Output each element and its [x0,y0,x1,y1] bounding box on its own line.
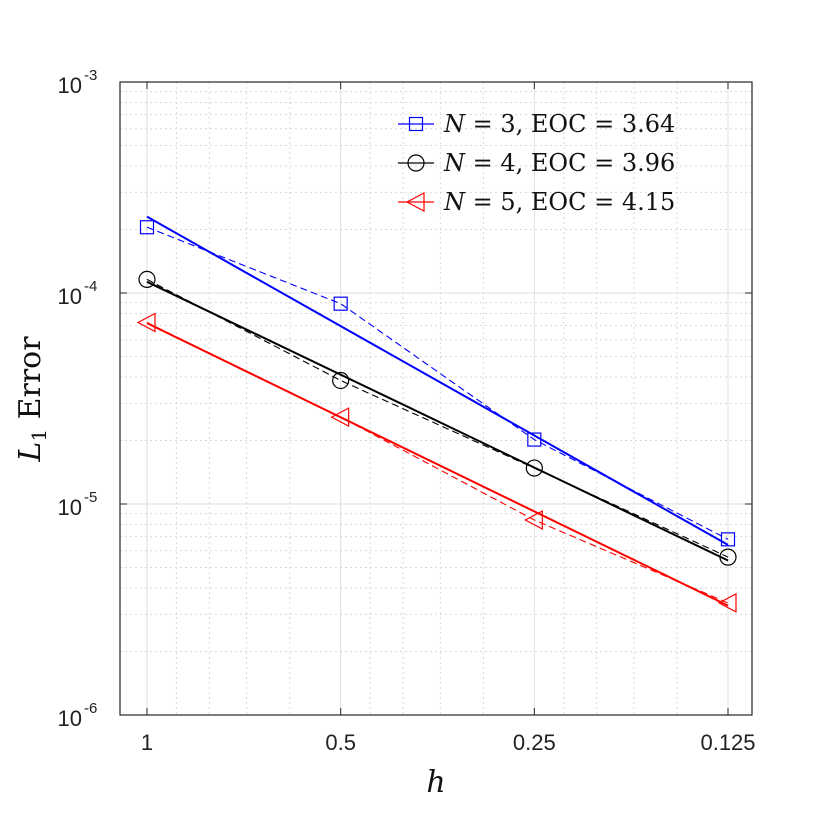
grid [120,81,752,716]
series-square [139,215,736,547]
y-tick-label: 10 [58,284,82,309]
legend-label-eq: = 4, EOC = 3.96 [465,149,675,177]
data-point [332,371,350,390]
y-tick-exponent: -6 [84,700,97,717]
data-point [138,270,156,288]
legend-label-n: N [443,188,466,216]
y-tick-label: 10 [58,706,82,731]
data-point [139,220,155,235]
fit-line [146,322,729,607]
y-tick-label: 10 [58,73,82,98]
series-triangle-left [136,312,737,613]
legend-entry: N = 3, EOC = 3.64 [398,110,675,138]
y-axis-label-sub: 1 [27,429,51,442]
y-axis-label: L1 Error [13,336,51,463]
data-point [524,509,543,530]
data-point [136,312,156,333]
legend-label: N = 5, EOC = 4.15 [443,188,675,216]
legend-label-eq: = 5, EOC = 4.15 [465,188,675,216]
series-circle [138,270,737,566]
y-tick-exponent: -3 [84,67,97,84]
data-line [146,322,729,604]
x-tick-label: 0.5 [325,730,356,755]
legend-label: N = 3, EOC = 3.64 [443,110,675,138]
legend-label-n: N [443,110,466,138]
y-axis-label-main: L [13,442,48,463]
legend-entry: N = 5, EOC = 4.15 [398,188,675,216]
legend-label: N = 4, EOC = 3.96 [443,149,675,177]
data-point [525,459,543,477]
data-point [527,432,542,447]
x-tick-label: 0.125 [700,730,755,755]
x-tick-label: 0.25 [513,730,556,755]
legend-entry: N = 4, EOC = 3.96 [398,149,675,177]
legend-swatch-marker [407,154,425,172]
legend-swatch-marker [405,192,425,212]
x-tick-label: 1 [141,730,153,755]
x-axis-label: h [426,765,445,800]
data-point [330,407,350,428]
data-line [146,226,729,540]
legend-label-eq: = 3, EOC = 3.64 [465,110,675,138]
legend-swatch-marker [408,116,424,132]
data-point [720,532,736,547]
y-tick-exponent: -5 [84,489,97,506]
legend-label-n: N [443,149,466,177]
data-line [146,278,729,558]
y-axis-label-rest: Error [13,336,48,429]
data-point [719,548,737,566]
series-layer [136,215,737,613]
plot-background [120,82,752,715]
data-point [333,296,348,311]
y-tick-exponent: -4 [84,278,97,295]
fit-line [146,280,729,562]
fit-line [146,215,729,546]
plot-frame [119,81,753,716]
legend: N = 3, EOC = 3.64N = 4, EOC = 3.96N = 5,… [398,110,675,216]
y-tick-label: 10 [58,495,82,520]
data-point [717,592,737,613]
